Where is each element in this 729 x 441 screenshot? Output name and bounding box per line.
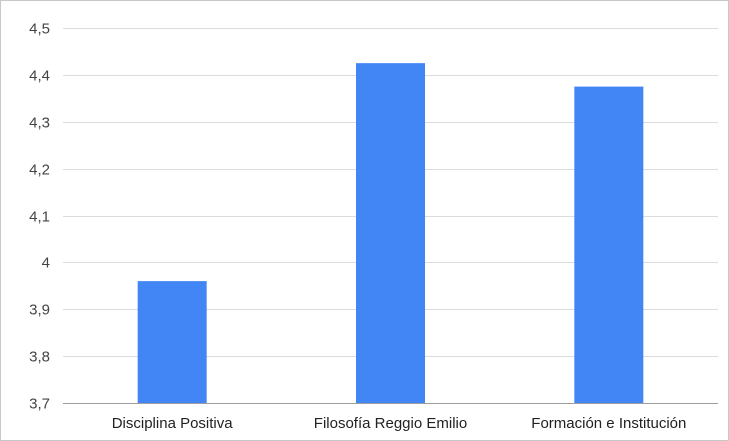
- y-tick-label: 3,8: [29, 349, 50, 366]
- y-tick-label: 4,3: [29, 115, 50, 132]
- y-tick-label: 4,4: [29, 68, 50, 85]
- x-category-label: Formación e Institución: [531, 415, 686, 432]
- x-axis-category-labels: Disciplina Positiva Filosofía Reggio Emil…: [112, 415, 687, 432]
- x-category-label: Disciplina Positiva: [112, 415, 234, 432]
- bars: [137, 63, 644, 403]
- x-category-label: Filosofía Reggio Emilio: [314, 415, 467, 432]
- y-tick-label: 3,9: [29, 302, 50, 319]
- bar-2: [356, 63, 425, 403]
- bar-1: [137, 281, 207, 403]
- y-axis-tick-labels: 3,7 3,8 3,9 4 4,1 4,2 4,3 4,4 4,5: [29, 21, 50, 413]
- y-tick-label: 4: [42, 255, 50, 272]
- y-tick-label: 4,5: [29, 21, 50, 38]
- y-tick-label: 4,1: [29, 209, 50, 226]
- y-tick-label: 4,2: [29, 162, 50, 179]
- y-tick-label: 3,7: [29, 396, 50, 413]
- bar-3: [574, 86, 644, 403]
